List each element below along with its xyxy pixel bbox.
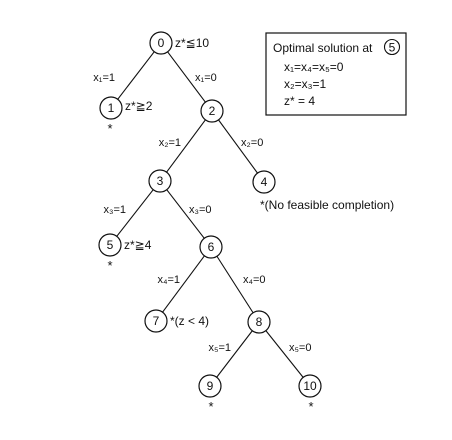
optimal-solution-frame bbox=[265, 32, 407, 116]
node-circle-0 bbox=[149, 31, 173, 55]
node-star-9: * bbox=[208, 399, 213, 414]
node-number-8: 8 bbox=[256, 315, 263, 329]
node-layer: 0 z*≦10 1 z*≧2 * 2 3 4 *(No feasible completion)… bbox=[98, 31, 394, 414]
edge-0-1 bbox=[117, 51, 155, 100]
edge-label-3-5: x₃=1 bbox=[103, 204, 126, 216]
node-circle-2 bbox=[200, 99, 224, 123]
edge-label-8-9: x₅=1 bbox=[209, 342, 231, 354]
edge-2-4 bbox=[218, 119, 258, 174]
optimal-line-2: x₂=x₃=1 bbox=[284, 77, 327, 91]
node-annotation-0: z*≦10 bbox=[175, 36, 209, 50]
node-circle-3 bbox=[148, 169, 172, 193]
edge-0-2 bbox=[167, 51, 206, 103]
edge-label-3-6: x₃=0 bbox=[189, 204, 212, 216]
node-number-2: 2 bbox=[209, 104, 216, 118]
node-star-5: * bbox=[107, 258, 112, 273]
edge-label-0-2: x₁=0 bbox=[195, 72, 217, 84]
node-8: 8 bbox=[247, 310, 271, 334]
node-annotation-7: *(z < 4) bbox=[170, 314, 209, 328]
node-circle-6 bbox=[199, 235, 223, 259]
node-circle-4 bbox=[252, 170, 276, 194]
node-9: 9* bbox=[198, 374, 222, 414]
edge-3-5 bbox=[116, 189, 154, 237]
node-annotation-4: *(No feasible completion) bbox=[260, 198, 394, 212]
node-number-9: 9 bbox=[207, 379, 214, 393]
node-annotation-5: z*≧4 bbox=[124, 238, 152, 252]
node-5: 5 z*≧4 * bbox=[98, 233, 152, 273]
node-10: 10 * bbox=[298, 374, 322, 414]
optimal-solution-box: Optimal solution at 5 x₁=x₄=x₅=0 x₂=x₃=1… bbox=[265, 32, 407, 116]
node-circle-10 bbox=[298, 374, 322, 398]
node-4: 4 *(No feasible completion) bbox=[252, 170, 394, 212]
node-number-1: 1 bbox=[108, 101, 115, 115]
optimal-solution-title: Optimal solution at bbox=[273, 41, 373, 55]
edge-layer: x₁=1 x₁=0 x₂=1 x₂=0 x₃=1 x₃=0 x₄=1 x₄=0 x₅=1 x₅=0 bbox=[93, 51, 311, 378]
node-number-4: 4 bbox=[261, 175, 268, 189]
optimal-node-marker bbox=[383, 38, 401, 56]
node-circle-5 bbox=[98, 233, 122, 257]
node-0: 0 z*≦10 bbox=[149, 31, 209, 55]
edge-8-9 bbox=[216, 330, 253, 378]
node-circle-7 bbox=[144, 309, 168, 333]
node-annotation-1: z*≧2 bbox=[125, 99, 153, 113]
node-3: 3 bbox=[148, 169, 172, 193]
optimal-node-number: 5 bbox=[389, 41, 396, 55]
node-number-0: 0 bbox=[158, 36, 165, 50]
edge-2-3 bbox=[166, 119, 206, 173]
edge-label-2-3: x₂=1 bbox=[159, 137, 181, 149]
node-6: 6 bbox=[199, 235, 223, 259]
edge-label-2-4: x₂=0 bbox=[241, 137, 263, 149]
node-number-3: 3 bbox=[157, 174, 164, 188]
node-number-10: 10 bbox=[303, 379, 317, 393]
node-1: 1 z*≧2 * bbox=[99, 96, 153, 136]
edge-8-10 bbox=[265, 330, 304, 378]
edge-label-6-8: x₄=0 bbox=[243, 274, 266, 286]
node-circle-9 bbox=[198, 374, 222, 398]
node-2: 2 bbox=[200, 99, 224, 123]
node-7: 7 *(z < 4) bbox=[144, 309, 209, 333]
node-star-10: * bbox=[308, 399, 313, 414]
edge-label-8-10: x₅=0 bbox=[289, 342, 311, 354]
edge-6-7 bbox=[162, 255, 205, 313]
edge-label-6-7: x₄=1 bbox=[157, 274, 180, 286]
optimal-line-3: z* = 4 bbox=[284, 94, 315, 108]
edge-label-0-1: x₁=1 bbox=[93, 72, 115, 84]
node-number-6: 6 bbox=[208, 240, 215, 254]
node-star-1: * bbox=[107, 121, 112, 136]
node-number-5: 5 bbox=[107, 238, 114, 252]
node-circle-1 bbox=[99, 96, 123, 120]
node-circle-8 bbox=[247, 310, 271, 334]
edge-6-8 bbox=[216, 255, 254, 314]
optimal-line-1: x₁=x₄=x₅=0 bbox=[284, 60, 344, 74]
edge-3-6 bbox=[166, 189, 205, 239]
node-number-7: 7 bbox=[153, 314, 160, 328]
